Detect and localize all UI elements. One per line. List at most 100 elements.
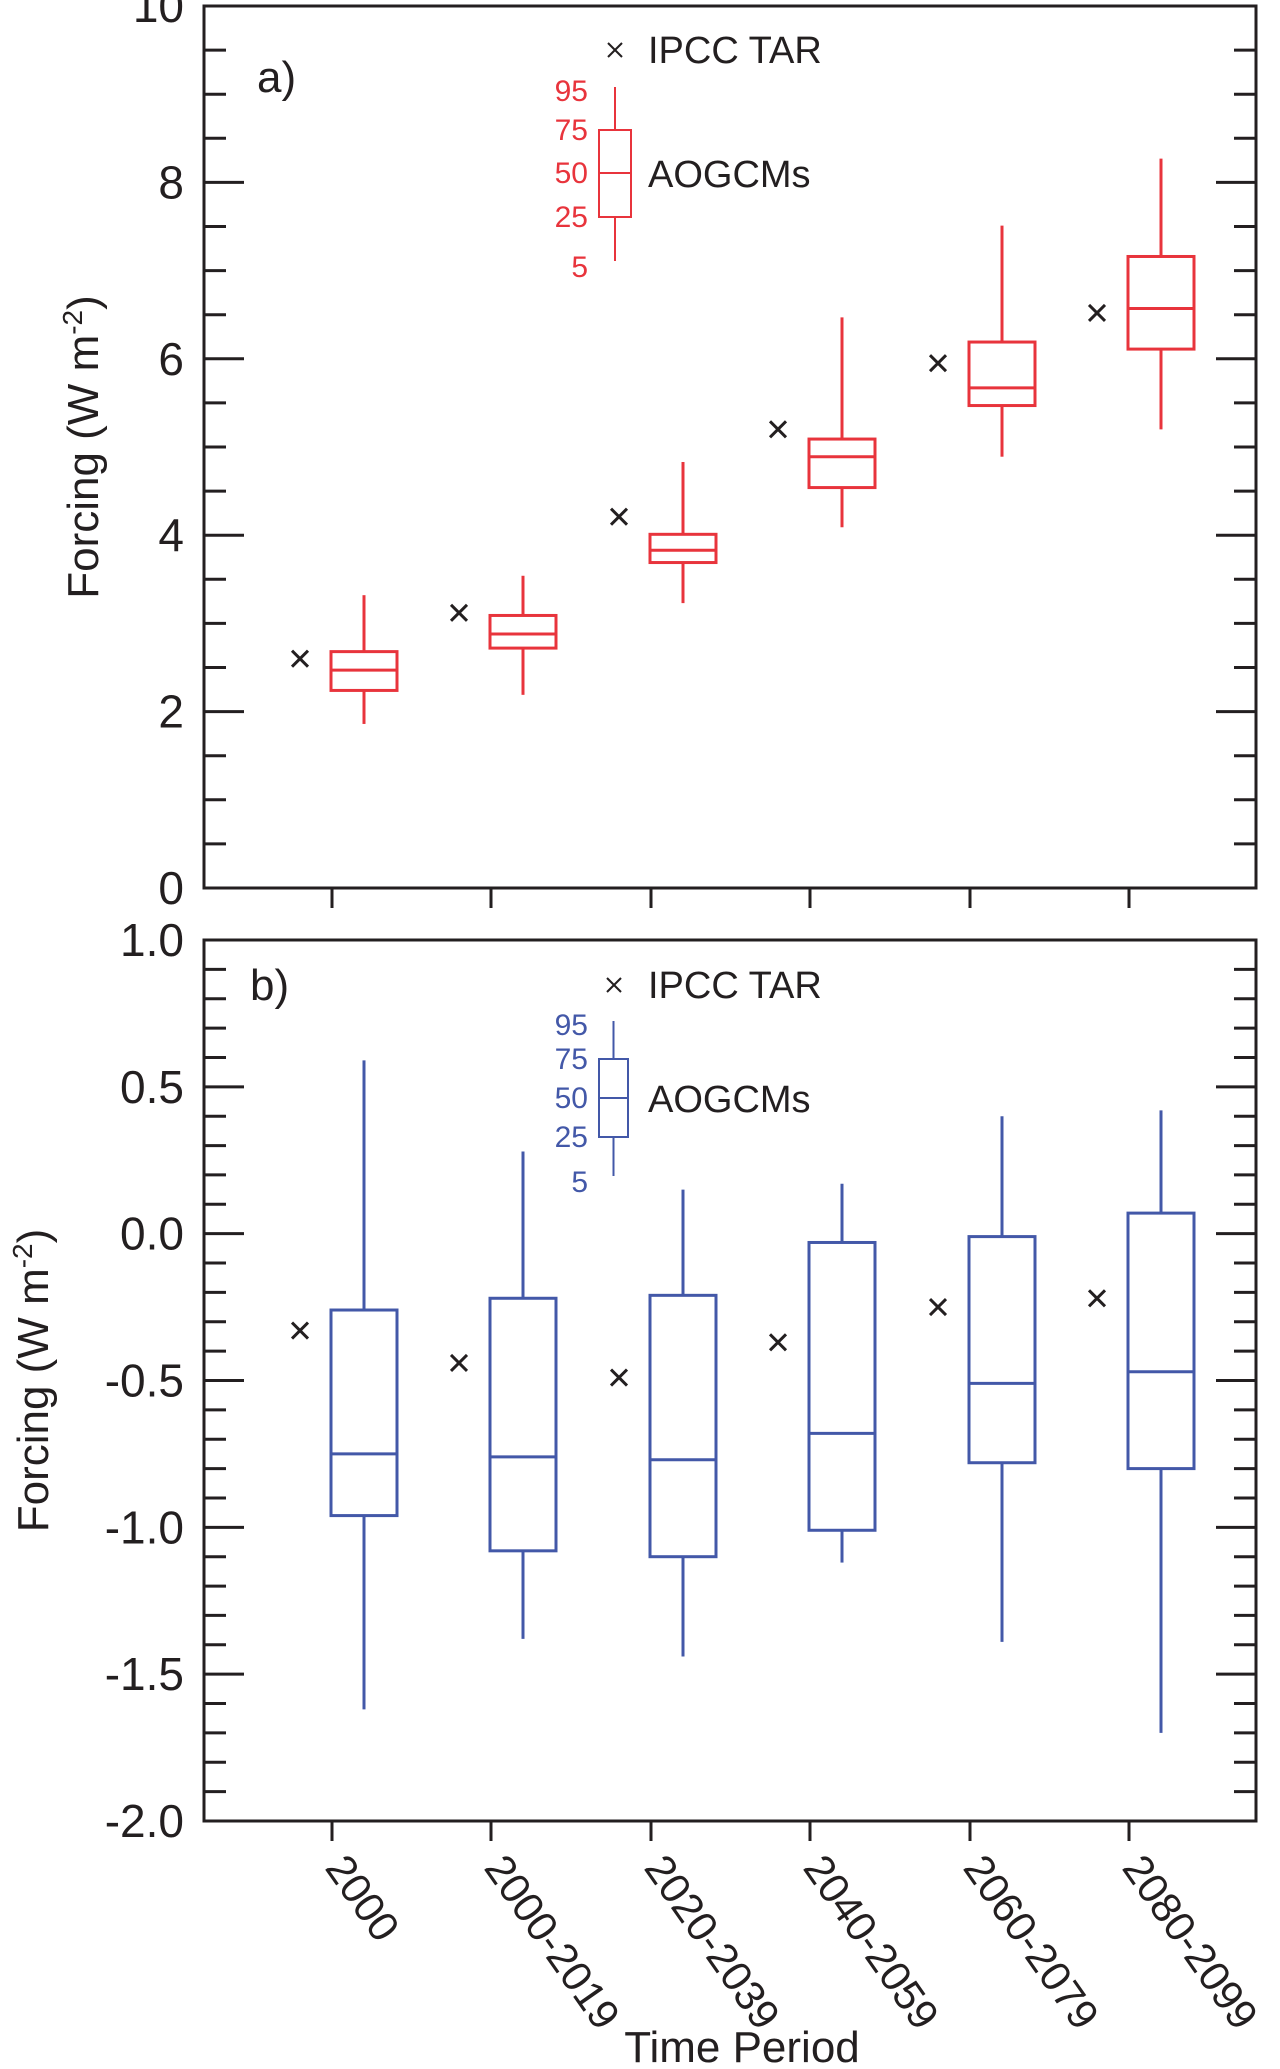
box-2040-2059 <box>807 317 877 528</box>
box-2000 <box>329 595 399 724</box>
y-tick-label: 10 <box>133 0 184 32</box>
cross-stroke <box>609 1368 629 1387</box>
x-tick-label: 2060-2079 <box>955 1846 1109 2037</box>
plot-frame <box>202 938 1258 1823</box>
y-tick-label: -0.5 <box>105 1355 184 1407</box>
x-tick-label: 2000-2019 <box>476 1846 630 2037</box>
legend-percentile-label: 50 <box>555 157 588 190</box>
cross-stroke <box>768 420 788 439</box>
ipcc-tar-marker <box>1087 1289 1107 1308</box>
y-axis-title-superscript: -2 <box>57 310 88 335</box>
cross-stroke <box>607 42 623 58</box>
y-tick-label: -2.0 <box>105 1795 184 1847</box>
ipcc-tar-marker <box>449 603 469 622</box>
ipcc-tar-marker <box>768 1333 788 1352</box>
cross-stroke <box>928 354 948 373</box>
y-tick-label: 0 <box>158 862 184 914</box>
box-2080-2099 <box>1126 1110 1196 1733</box>
y-tick-label: 2 <box>158 686 184 738</box>
cross-stroke <box>290 649 310 668</box>
legend-percentile-label: 50 <box>555 1082 588 1115</box>
box-2060-2079 <box>967 1116 1037 1642</box>
y-tick-label: 6 <box>158 333 184 385</box>
y-tick-label: 0.0 <box>120 1208 184 1260</box>
ipcc-tar-marker <box>928 1298 948 1317</box>
ipcc-tar-marker <box>290 649 310 668</box>
y-axis-title-superscript: -2 <box>7 1243 38 1268</box>
x-tick-label: 2000 <box>317 1846 409 1949</box>
y-axis-title-main: Forcing (W m <box>59 335 108 599</box>
legend-percentile-label: 5 <box>571 1166 588 1199</box>
iqr-box <box>807 1240 877 1532</box>
ipcc-tar-marker <box>449 1353 469 1372</box>
iqr-box <box>648 1293 718 1559</box>
y-axis-title: Forcing (W m-2) <box>57 295 108 599</box>
y-tick-label: 4 <box>158 509 184 561</box>
y-axis-title-close: ) <box>59 295 108 310</box>
iqr-box <box>1126 1211 1196 1471</box>
box-2000-2019 <box>488 575 558 695</box>
cross-stroke <box>606 977 622 993</box>
box-2040-2059 <box>807 1183 877 1563</box>
y-tick-label: 1.0 <box>120 914 184 966</box>
cross-stroke <box>928 1298 948 1317</box>
legend: IPCC TAR 95 75 50 25 5 AOGCMs <box>555 30 822 284</box>
legend-box-sample <box>598 1021 629 1176</box>
cross-stroke <box>768 1333 788 1352</box>
legend-ipcc-label: IPCC TAR <box>648 965 822 1007</box>
y-axis-title: Forcing (W m-2) <box>7 1229 58 1533</box>
ipcc-tar-marker <box>1087 303 1107 322</box>
legend-box-sample <box>598 87 632 261</box>
iqr-box <box>967 1235 1037 1465</box>
panel-a: 0 2 4 6 8 10 Forcing (W m-2) a) IPCC TAR 95 75 50 25… <box>57 0 1258 914</box>
panel-label: a) <box>257 53 296 102</box>
ipcc-tar-marker <box>609 1368 629 1387</box>
iqr-box <box>967 340 1037 408</box>
y-tick-label: 8 <box>158 156 184 208</box>
cross-stroke <box>609 507 629 526</box>
iqr-box <box>1126 254 1196 351</box>
plot-frame <box>202 4 1258 890</box>
iqr-box <box>488 613 558 650</box>
box-2020-2039 <box>648 1189 718 1657</box>
legend-percentile-label: 5 <box>571 251 588 284</box>
legend-ipcc-label: IPCC TAR <box>648 30 822 72</box>
y-tick-label: 0.5 <box>120 1061 184 1113</box>
iqr-box <box>807 437 877 490</box>
legend-percentile-label: 25 <box>555 201 588 234</box>
legend-ipcc-marker <box>607 42 623 58</box>
ipcc-tar-marker <box>290 1321 310 1340</box>
cross-stroke <box>449 1353 469 1372</box>
x-tick-label: 2020-2039 <box>636 1846 790 2037</box>
x-axis-title: Time Period <box>624 2023 860 2069</box>
cross-stroke <box>449 603 469 622</box>
box-2080-2099 <box>1126 158 1196 430</box>
box-2020-2039 <box>648 461 718 604</box>
cross-stroke <box>290 1321 310 1340</box>
legend-percentile-label: 75 <box>555 1043 588 1076</box>
legend-aogcm-label: AOGCMs <box>648 1079 811 1121</box>
box-2000 <box>329 1060 399 1710</box>
legend-percentile-label: 25 <box>555 1121 588 1154</box>
legend-percentile-label: 75 <box>555 114 588 147</box>
panel-label: b) <box>250 961 289 1010</box>
ipcc-tar-marker <box>768 420 788 439</box>
cross-stroke <box>1087 1289 1107 1308</box>
legend-percentile-label: 95 <box>555 75 588 108</box>
iqr-box <box>488 1296 558 1553</box>
y-axis-title-close: ) <box>9 1229 58 1244</box>
x-tick-label: 2080-2099 <box>1114 1846 1268 2037</box>
legend-percentile-label: 95 <box>555 1009 588 1042</box>
legend-ipcc-marker <box>606 977 622 993</box>
legend-aogcm-label: AOGCMs <box>648 154 811 196</box>
x-tick-label: 2040-2059 <box>795 1846 949 2037</box>
iqr-box <box>648 532 718 565</box>
box-2000-2019 <box>488 1151 558 1639</box>
box-2060-2079 <box>967 225 1037 457</box>
ipcc-tar-marker <box>609 507 629 526</box>
y-axis-title-main: Forcing (W m <box>9 1268 58 1532</box>
y-tick-label: -1.0 <box>105 1501 184 1553</box>
panel-b: -2.0 -1.5 -1.0 -0.5 0.0 0.5 1.0 Forcing (W m-2)… <box>7 914 1258 1847</box>
